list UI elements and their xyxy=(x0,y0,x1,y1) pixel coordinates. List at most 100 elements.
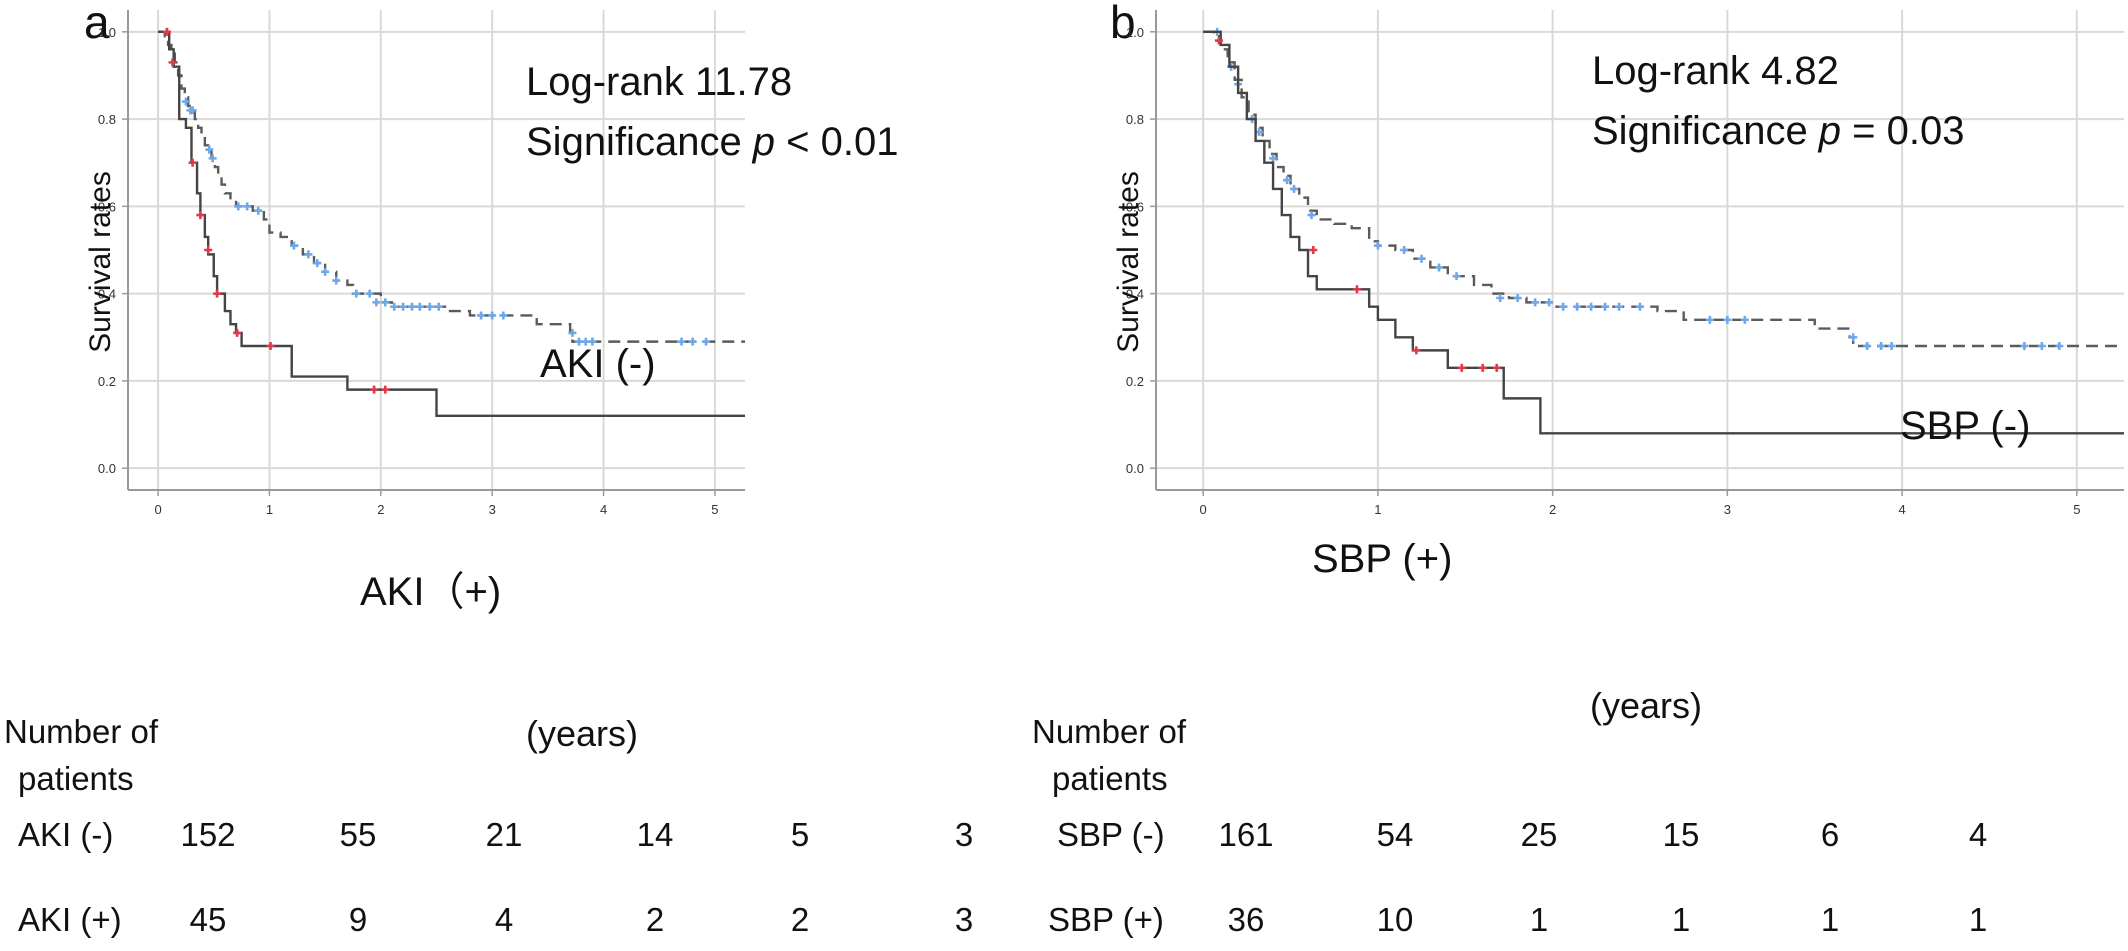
y-tick-label: 0.6 xyxy=(1126,199,1144,214)
censor-mark xyxy=(1615,302,1624,311)
censor-mark xyxy=(1307,211,1316,220)
censor-mark xyxy=(1573,302,1582,311)
censor-mark xyxy=(477,311,486,320)
panel-a-y-axis-label: Survival rates xyxy=(84,171,117,353)
panel-a-x-axis-label: (years) xyxy=(526,713,638,754)
censor-mark xyxy=(365,289,374,298)
risk-table-value: 21 xyxy=(486,816,523,853)
panel-b-logrank: Log-rank 4.82 xyxy=(1592,49,1839,93)
censor-mark xyxy=(1705,315,1714,324)
censor-mark xyxy=(205,145,214,154)
panel-b-y-axis-label: Survival rates xyxy=(1112,171,1145,353)
censor-mark xyxy=(234,202,243,211)
risk-table-value: 6 xyxy=(1821,816,1839,853)
risk-table-value: 45 xyxy=(190,901,227,938)
x-tick-label: 1 xyxy=(266,502,273,517)
censor-mark xyxy=(2055,342,2064,350)
censor-mark xyxy=(390,302,399,311)
x-tick-label: 5 xyxy=(711,502,718,517)
panel-b-risk-row-label-1: SBP (-) xyxy=(1057,816,1165,853)
panel-b: b 0.0 0.2 0.4 0.6 0.8 1.0 0 1 2 3 4 5 Survival rat… xyxy=(1032,0,2124,938)
censor-mark xyxy=(407,302,416,311)
panel-a-y-ticks: 0.0 0.2 0.4 0.6 0.8 1.0 xyxy=(98,25,128,476)
risk-table-value: 36 xyxy=(1228,901,1265,938)
censor-mark xyxy=(1452,272,1461,281)
risk-table-value: 152 xyxy=(180,816,235,853)
panel-a-significance: Significance p < 0.01 xyxy=(526,120,898,164)
y-tick-label: 1.0 xyxy=(1126,25,1144,40)
censor-mark xyxy=(499,311,508,320)
censor-mark xyxy=(181,97,190,106)
censor-mark xyxy=(1863,342,1872,350)
censor-mark xyxy=(1492,363,1501,372)
survival-curve-negative xyxy=(1203,30,2124,348)
censor-mark xyxy=(1887,342,1896,350)
panel-a-risk-values: 152 55 21 14 5 3 45 9 4 2 2 3 xyxy=(180,816,973,938)
x-tick-label: 2 xyxy=(377,502,384,517)
censor-mark xyxy=(1417,254,1426,263)
censor-mark xyxy=(434,302,443,311)
panel-b-series-label-sbp-pos: SBP (+) xyxy=(1312,537,1452,581)
y-tick-label: 0.2 xyxy=(1126,374,1144,389)
risk-table-value: 14 xyxy=(637,816,674,853)
risk-table-value: 4 xyxy=(495,901,513,938)
censor-mark xyxy=(1290,184,1299,193)
panel-a-significance-prefix: Significance xyxy=(526,120,753,164)
risk-table-value: 1 xyxy=(1672,901,1690,938)
risk-table-value: 4 xyxy=(1969,816,1987,853)
panel-a-significance-suffix: < 0.01 xyxy=(775,120,898,164)
censor-mark xyxy=(213,289,222,298)
censor-mark xyxy=(233,328,242,337)
risk-table-value: 1 xyxy=(1821,901,1839,938)
censor-mark xyxy=(1601,302,1610,311)
panel-b-series-label-sbp-neg: SBP (-) xyxy=(1900,404,2030,448)
panel-a-risk-title-line1: Number of xyxy=(4,713,159,750)
panel-b-risk-values: 161 54 25 15 6 4 36 10 1 1 1 1 xyxy=(1218,816,1987,938)
y-tick-label: 0.4 xyxy=(98,287,116,302)
censor-mark xyxy=(1723,315,1732,324)
censor-mark xyxy=(1269,154,1278,163)
y-tick-label: 0.8 xyxy=(98,112,116,127)
panel-a-risk-title-line2: patients xyxy=(18,760,134,797)
panel-a-axes xyxy=(127,10,745,491)
panel-b-significance: Significance p = 0.03 xyxy=(1592,109,1964,153)
panel-b-risk-title-line2: patients xyxy=(1052,760,1168,797)
panel-b-letter: b xyxy=(1110,0,1136,48)
censor-mark xyxy=(162,27,171,36)
censor-mark xyxy=(425,302,434,311)
censor-mark xyxy=(370,385,379,394)
y-tick-label: 0.2 xyxy=(98,374,116,389)
censor-mark xyxy=(304,250,313,259)
censor-mark xyxy=(321,267,330,276)
panel-a-x-ticks: 0 1 2 3 4 5 xyxy=(154,490,719,517)
risk-table-value: 54 xyxy=(1377,816,1414,853)
panel-a-p-symbol: p xyxy=(752,120,775,164)
censor-mark xyxy=(568,328,577,337)
censor-mark xyxy=(1373,241,1382,250)
panel-a-logrank: Log-rank 11.78 xyxy=(526,60,792,104)
censor-mark xyxy=(702,337,711,346)
survival-curve-positive xyxy=(1203,30,2124,435)
y-tick-label: 1.0 xyxy=(98,25,116,40)
censor-mark xyxy=(313,259,322,268)
panel-a-series-label-aki-neg: AKI (-) xyxy=(540,342,656,386)
risk-table-value: 10 xyxy=(1377,901,1414,938)
risk-table-value: 1 xyxy=(1530,901,1548,938)
risk-table-value: 25 xyxy=(1521,816,1558,853)
censor-mark xyxy=(266,342,275,350)
censor-mark xyxy=(415,302,424,311)
x-tick-label: 3 xyxy=(489,502,496,517)
y-tick-label: 0.4 xyxy=(1126,287,1144,302)
y-tick-label: 0.0 xyxy=(1126,461,1144,476)
censor-mark xyxy=(204,246,213,254)
panel-b-grid xyxy=(1156,10,2124,490)
censor-mark xyxy=(208,154,217,163)
risk-table-value: 3 xyxy=(955,816,973,853)
survival-curve-positive xyxy=(158,30,745,418)
censor-mark xyxy=(1412,346,1421,355)
y-tick-label: 0.8 xyxy=(1126,112,1144,127)
censor-mark xyxy=(1435,263,1444,272)
censor-mark xyxy=(581,337,590,346)
